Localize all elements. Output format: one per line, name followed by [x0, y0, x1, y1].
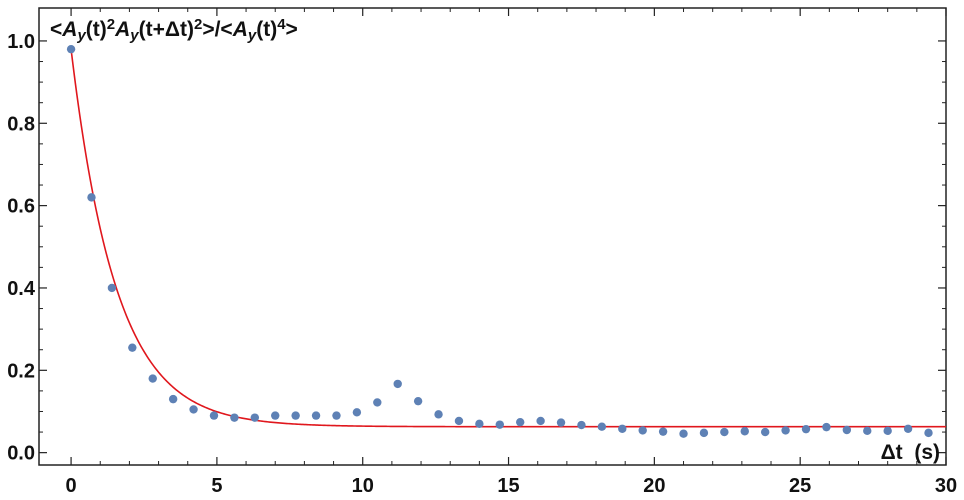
y-axis-label-part: (t) [86, 18, 107, 41]
data-point [291, 411, 300, 420]
data-point [475, 419, 484, 429]
y-axis-label-part: 2 [107, 16, 115, 33]
data-point [352, 408, 362, 417]
data-point [66, 44, 76, 54]
y-tick-label: 0.4 [7, 278, 36, 300]
y-axis-label-part: y [76, 27, 86, 44]
data-point [658, 427, 668, 436]
data-point [250, 413, 260, 422]
data-point [679, 429, 688, 438]
y-axis-label-part: > [286, 18, 298, 41]
data-point [863, 426, 872, 436]
fit-curve [70, 49, 946, 428]
data-point [454, 416, 464, 426]
data-point [556, 418, 566, 427]
y-axis-ticks: 0.0 0.2 0.4 0.6 0.8 1.0 [7, 31, 946, 465]
data-point [822, 422, 831, 432]
data-point [393, 379, 402, 389]
data-point [413, 396, 423, 406]
data-point [801, 424, 811, 434]
y-axis-label-part: < [50, 18, 62, 41]
data-point [720, 427, 729, 437]
data-point [536, 416, 545, 426]
data-point [618, 424, 627, 433]
y-tick-label: 0.8 [7, 113, 35, 135]
data-point [781, 426, 790, 435]
data-point [87, 193, 96, 202]
data-point [107, 283, 117, 293]
fit-curve-group [70, 49, 946, 428]
x-tick-label: 10 [352, 475, 374, 497]
y-axis-label-part: (t+Δt) [139, 18, 194, 41]
x-tick-label: 30 [935, 475, 957, 497]
x-tick-label: 5 [211, 475, 222, 497]
data-point [148, 374, 157, 383]
data-point [128, 343, 137, 352]
x-tick-label: 0 [66, 475, 77, 497]
y-axis-label-part: A [232, 18, 248, 41]
data-point [883, 426, 892, 436]
data-point [311, 411, 321, 420]
y-axis-label-part: (t) [256, 18, 277, 41]
y-axis-label-part: >/< [202, 18, 232, 41]
data-point [760, 427, 770, 437]
data-points-group [66, 44, 933, 438]
data-point [638, 426, 647, 435]
data-point [189, 405, 198, 414]
y-axis-label-part: y [247, 27, 257, 44]
data-point [434, 410, 443, 419]
data-point [332, 411, 341, 420]
y-axis-label-part: A [61, 18, 77, 41]
data-point [924, 428, 933, 438]
data-point [373, 398, 382, 407]
data-point [230, 413, 239, 422]
x-tick-label: 15 [497, 475, 519, 497]
data-point [597, 422, 607, 431]
y-axis-label: <Ay(t)2Ay(t+Δt)2>/<Ay(t)4> [50, 16, 298, 44]
plot-frame [38, 7, 947, 466]
data-point [168, 394, 178, 404]
x-tick-label: 20 [643, 475, 665, 497]
y-tick-label: 0.6 [7, 196, 35, 218]
data-point [271, 411, 280, 420]
data-point [699, 428, 709, 438]
data-point [740, 427, 749, 436]
data-point [516, 417, 525, 427]
y-axis-label-part: 2 [194, 16, 202, 33]
data-point [842, 425, 852, 435]
data-point [903, 424, 913, 433]
x-axis-label: Δt (s) [881, 441, 940, 464]
y-axis-label-part: 4 [277, 16, 286, 33]
data-point [209, 411, 219, 420]
y-tick-label: 0.2 [7, 360, 35, 382]
x-tick-label: 25 [789, 475, 811, 497]
y-tick-label: 0.0 [7, 443, 35, 465]
data-point [577, 420, 586, 430]
y-axis-label-part: A [114, 18, 130, 41]
y-tick-label: 1.0 [7, 31, 35, 53]
x-axis-ticks: 0 5 10 15 20 25 30 [66, 8, 957, 497]
data-point [495, 420, 504, 429]
y-axis-label-part: y [129, 27, 139, 44]
